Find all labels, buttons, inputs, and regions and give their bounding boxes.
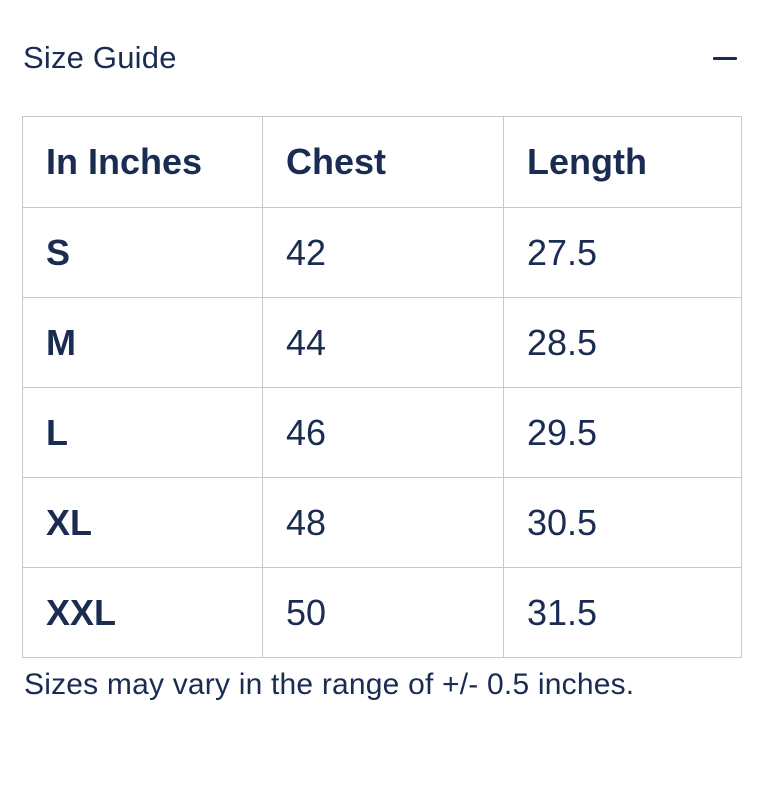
size-guide-panel: Size Guide In Inches Chest Length S 42 27.5 M… — [0, 36, 762, 798]
size-variance-note: Sizes may vary in the range of +/- 0.5 i… — [24, 668, 635, 701]
size-guide-header: Size Guide — [23, 36, 737, 80]
table-row: XXL 50 31.5 — [22, 567, 742, 658]
column-header-length: Length — [503, 116, 742, 208]
length-value-cell: 27.5 — [503, 207, 742, 298]
size-label-cell: L — [22, 387, 263, 478]
chest-value-cell: 46 — [262, 387, 504, 478]
table-row: M 44 28.5 — [22, 297, 742, 388]
section-title: Size Guide — [23, 40, 177, 75]
size-label-cell: S — [22, 207, 263, 298]
length-value-cell: 28.5 — [503, 297, 742, 388]
collapse-section-button[interactable] — [713, 47, 737, 70]
minus-icon — [713, 56, 737, 60]
chest-value-cell: 44 — [262, 297, 504, 388]
length-value-cell: 29.5 — [503, 387, 742, 478]
chest-value-cell: 50 — [262, 567, 504, 658]
length-value-cell: 31.5 — [503, 567, 742, 658]
chest-value-cell: 42 — [262, 207, 504, 298]
size-guide-table: In Inches Chest Length S 42 27.5 M 44 28.5 L 46 29… — [22, 116, 742, 658]
table-header-row: In Inches Chest Length — [22, 116, 742, 208]
table-row: S 42 27.5 — [22, 207, 742, 298]
length-value-cell: 30.5 — [503, 477, 742, 568]
chest-value-cell: 48 — [262, 477, 504, 568]
column-header-in-inches: In Inches — [22, 116, 263, 208]
table-row: XL 48 30.5 — [22, 477, 742, 568]
size-label-cell: M — [22, 297, 263, 388]
table-row: L 46 29.5 — [22, 387, 742, 478]
column-header-chest: Chest — [262, 116, 504, 208]
size-label-cell: XL — [22, 477, 263, 568]
size-label-cell: XXL — [22, 567, 263, 658]
